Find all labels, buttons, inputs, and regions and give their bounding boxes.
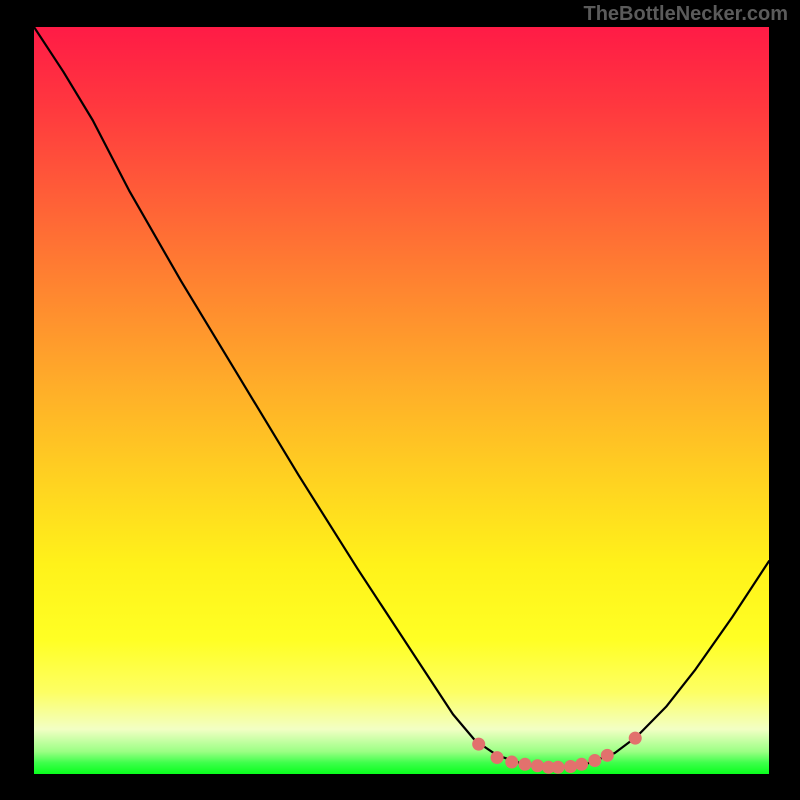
plot-area (34, 27, 769, 774)
gradient-background (34, 27, 769, 774)
chart-container: TheBottleNecker.com (0, 0, 800, 800)
watermark-text: TheBottleNecker.com (583, 3, 788, 26)
